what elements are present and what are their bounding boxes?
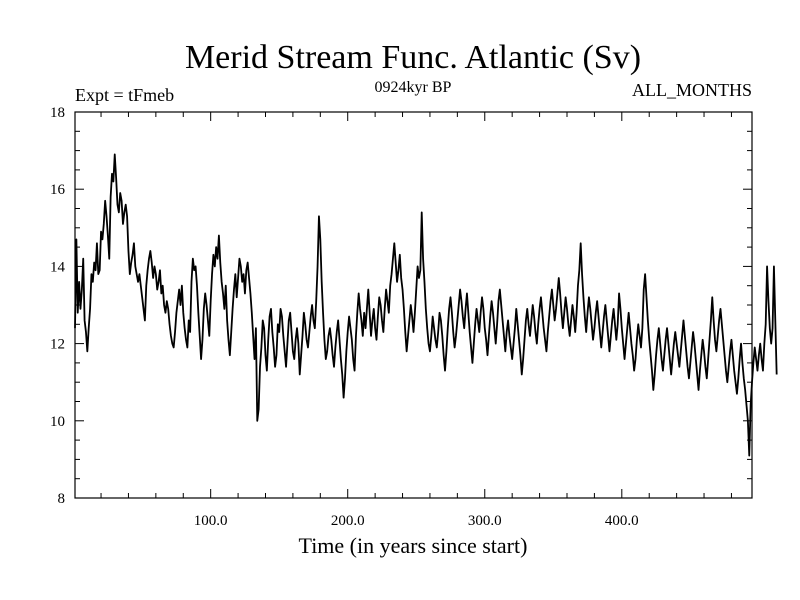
epoch-label: 0924kyr BP <box>375 79 452 96</box>
y-tick-label: 12 <box>50 337 65 353</box>
x-tick-label: 300.0 <box>468 513 502 529</box>
chart-title: Merid Stream Func. Atlantic (Sv) <box>185 39 641 76</box>
y-tick-label: 10 <box>50 414 65 430</box>
x-tick-label: 400.0 <box>605 513 639 529</box>
y-tick-label: 8 <box>58 491 66 507</box>
y-tick-label: 16 <box>50 182 66 198</box>
x-tick-labels: 100.0 200.0 300.0 400.0 <box>194 513 639 529</box>
series-group <box>74 153 778 457</box>
months-label: ALL_MONTHS <box>632 80 752 100</box>
x-tick-label: 200.0 <box>331 513 365 529</box>
y-tick-labels: 8 10 12 14 16 18 <box>50 105 66 507</box>
y-tick-label: 18 <box>50 105 65 121</box>
axis-ticks <box>75 111 752 499</box>
x-tick-label: 100.0 <box>194 513 228 529</box>
experiment-label: Expt = tFmeb <box>75 85 174 105</box>
y-tick-label: 14 <box>50 259 66 275</box>
x-axis-label: Time (in years since start) <box>299 533 528 558</box>
series-line <box>74 153 778 457</box>
